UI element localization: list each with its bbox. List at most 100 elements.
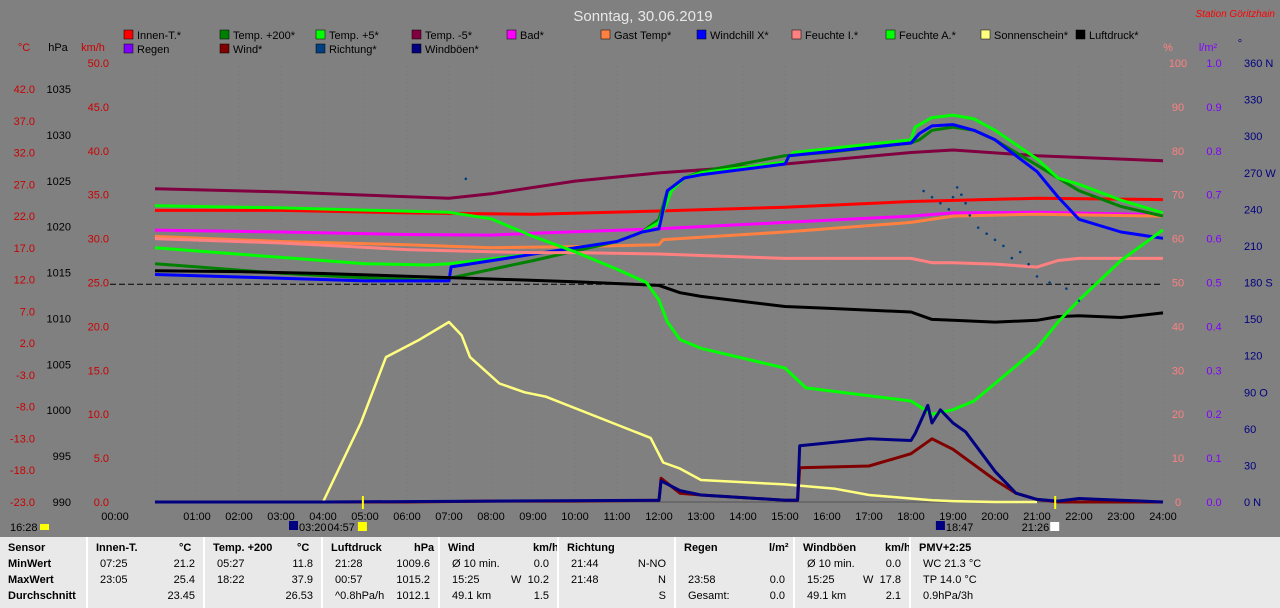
celsius-tick-label: 12.0 — [14, 275, 35, 287]
time-tick-label: 08:00 — [477, 511, 505, 523]
summary-cell-value: 1015.2 — [396, 574, 430, 586]
time-tick-label: 21:00 — [1023, 511, 1051, 523]
degree-tick-label: 60 — [1244, 424, 1256, 436]
moonrise-icon — [289, 521, 298, 530]
direction-point — [968, 214, 972, 217]
summary-table: Sensor MinWert MaxWert Durchschnitt Innen-T.… — [0, 537, 1280, 608]
summary-col-unit: l/m² — [769, 542, 789, 554]
percent-tick-label: 30 — [1172, 365, 1184, 377]
summary-row-label: MaxWert — [8, 574, 54, 586]
legend-label: Innen-T.* — [137, 30, 182, 42]
degree-tick-label: 30 — [1244, 460, 1256, 472]
hpa-tick-label: 1010 — [47, 313, 71, 325]
axis-unit-hpa: hPa — [48, 42, 68, 54]
lm2-tick-label: 1.0 — [1206, 58, 1221, 70]
kmh-tick-label: 30.0 — [88, 234, 109, 246]
summary-row-label: Durchschnitt — [8, 590, 76, 602]
summary-cell-value: 10.2 — [527, 574, 549, 586]
degree-tick-label: 0 N — [1244, 497, 1261, 509]
summary-row-label: MinWert — [8, 558, 52, 570]
kmh-tick-label: 10.0 — [88, 409, 109, 421]
series-line-windchill-x- — [154, 123, 1164, 283]
summary-cell-value: 2.1 — [885, 590, 901, 602]
celsius-tick-label: -3.0 — [16, 370, 35, 382]
moonset-icon — [935, 521, 945, 530]
celsius-tick-label: 37.0 — [14, 116, 35, 128]
kmh-tick-label: 15.0 — [88, 365, 109, 377]
plot-area — [154, 113, 1164, 504]
direction-point — [1065, 287, 1068, 290]
direction-point — [1010, 256, 1014, 260]
summary-cell-value: 11.8 — [292, 558, 313, 570]
legend-label: Bad* — [520, 30, 545, 42]
summary-separator — [674, 537, 676, 608]
summary-cell-time: Ø 10 min. — [452, 558, 500, 570]
summary-cell-time: 15:25 — [452, 574, 480, 586]
degree-tick-label: 330 — [1244, 95, 1262, 107]
summary-cell-time: 05:27 — [217, 558, 245, 570]
celsius-tick-label: -8.0 — [16, 402, 35, 414]
legend-swatch — [219, 43, 230, 54]
hpa-tick-label: 1030 — [47, 130, 71, 142]
percent-tick-label: 0 — [1175, 497, 1181, 509]
time-tick-label: 05:00 — [351, 511, 379, 523]
summary-separator — [909, 537, 911, 608]
time-tick-label: 17:00 — [855, 511, 883, 523]
summary-cell-time: TP 14.0 °C — [923, 574, 977, 586]
summary-cell-value: N-NO — [637, 558, 666, 570]
summary-cell-value: 25.4 — [173, 574, 195, 586]
legend-swatch — [791, 29, 802, 40]
axis-unit-degree: ° — [1238, 38, 1242, 50]
lm2-tick-label: 0.9 — [1206, 102, 1221, 114]
hpa-tick-label: 1035 — [47, 84, 71, 96]
degree-tick-label: 240 — [1244, 204, 1262, 216]
hpa-tick-label: 1020 — [47, 222, 71, 234]
time-tick-label: 20:00 — [981, 511, 1009, 523]
percent-tick-label: 90 — [1172, 102, 1184, 114]
kmh-tick-label: 35.0 — [88, 190, 109, 202]
summary-col-title: Luftdruck — [331, 542, 382, 554]
summary-col-title: Wind — [448, 542, 475, 554]
time-tick-label: 16:00 — [813, 511, 841, 523]
summary-col-unit: hPa — [414, 542, 435, 554]
left-time-icon — [40, 524, 49, 530]
axis-unit-lm2: l/m² — [1199, 42, 1218, 54]
legend-label: Richtung* — [329, 44, 377, 56]
weather-chart: Sonntag, 30.06.2019 Station Göritzhain I… — [10, 8, 1276, 534]
direction-point — [976, 226, 980, 229]
direction-point — [930, 195, 934, 199]
summary-cell-time: Gesamt: — [688, 590, 730, 602]
summary-cell-time: Ø 10 min. — [807, 558, 855, 570]
time-tick-label: 11:00 — [604, 511, 631, 523]
summary-separator — [203, 537, 205, 608]
celsius-tick-label: -13.0 — [10, 433, 35, 445]
summary-cell-value: 1009.6 — [396, 558, 430, 570]
hpa-tick-label: 990 — [53, 497, 71, 509]
kmh-tick-label: 50.0 — [88, 58, 109, 70]
degree-tick-label: 300 — [1244, 131, 1262, 143]
legend-label: Gast Temp* — [614, 30, 672, 42]
summary-cell-time: 23:05 — [100, 574, 128, 586]
legend-label: Sonnenschein* — [994, 30, 1069, 42]
legend-label: Temp. +200* — [233, 30, 296, 42]
series-line-sonnenschein- — [321, 320, 1037, 504]
summary-col-title: Temp. +200 — [213, 542, 273, 554]
legend-swatch — [1075, 29, 1086, 40]
time-tick-label: 19:00 — [939, 511, 967, 523]
degree-tick-label: 360 N — [1244, 58, 1273, 70]
legend-swatch — [980, 29, 991, 40]
summary-cell-time: 49.1 km — [807, 590, 847, 602]
moonset-time: 18:47 — [946, 522, 974, 534]
direction-point — [1027, 262, 1030, 266]
moonrise-time: 03:20 — [299, 522, 327, 534]
percent-tick-label: 10 — [1172, 453, 1184, 465]
series-line-temp-5- — [154, 113, 1164, 267]
legend-label: Windböen* — [425, 44, 480, 56]
hpa-tick-label: 995 — [53, 451, 71, 463]
legend: Innen-T.* Temp. +200* Temp. +5* Temp. -5* Ba… — [123, 29, 1139, 56]
summary-cell-time: 07:25 — [100, 558, 128, 570]
legend-label: Windchill X* — [710, 30, 769, 42]
kmh-tick-label: 45.0 — [88, 102, 109, 114]
summary-separator — [86, 537, 88, 608]
series-line-gast-temp- — [154, 212, 1164, 250]
